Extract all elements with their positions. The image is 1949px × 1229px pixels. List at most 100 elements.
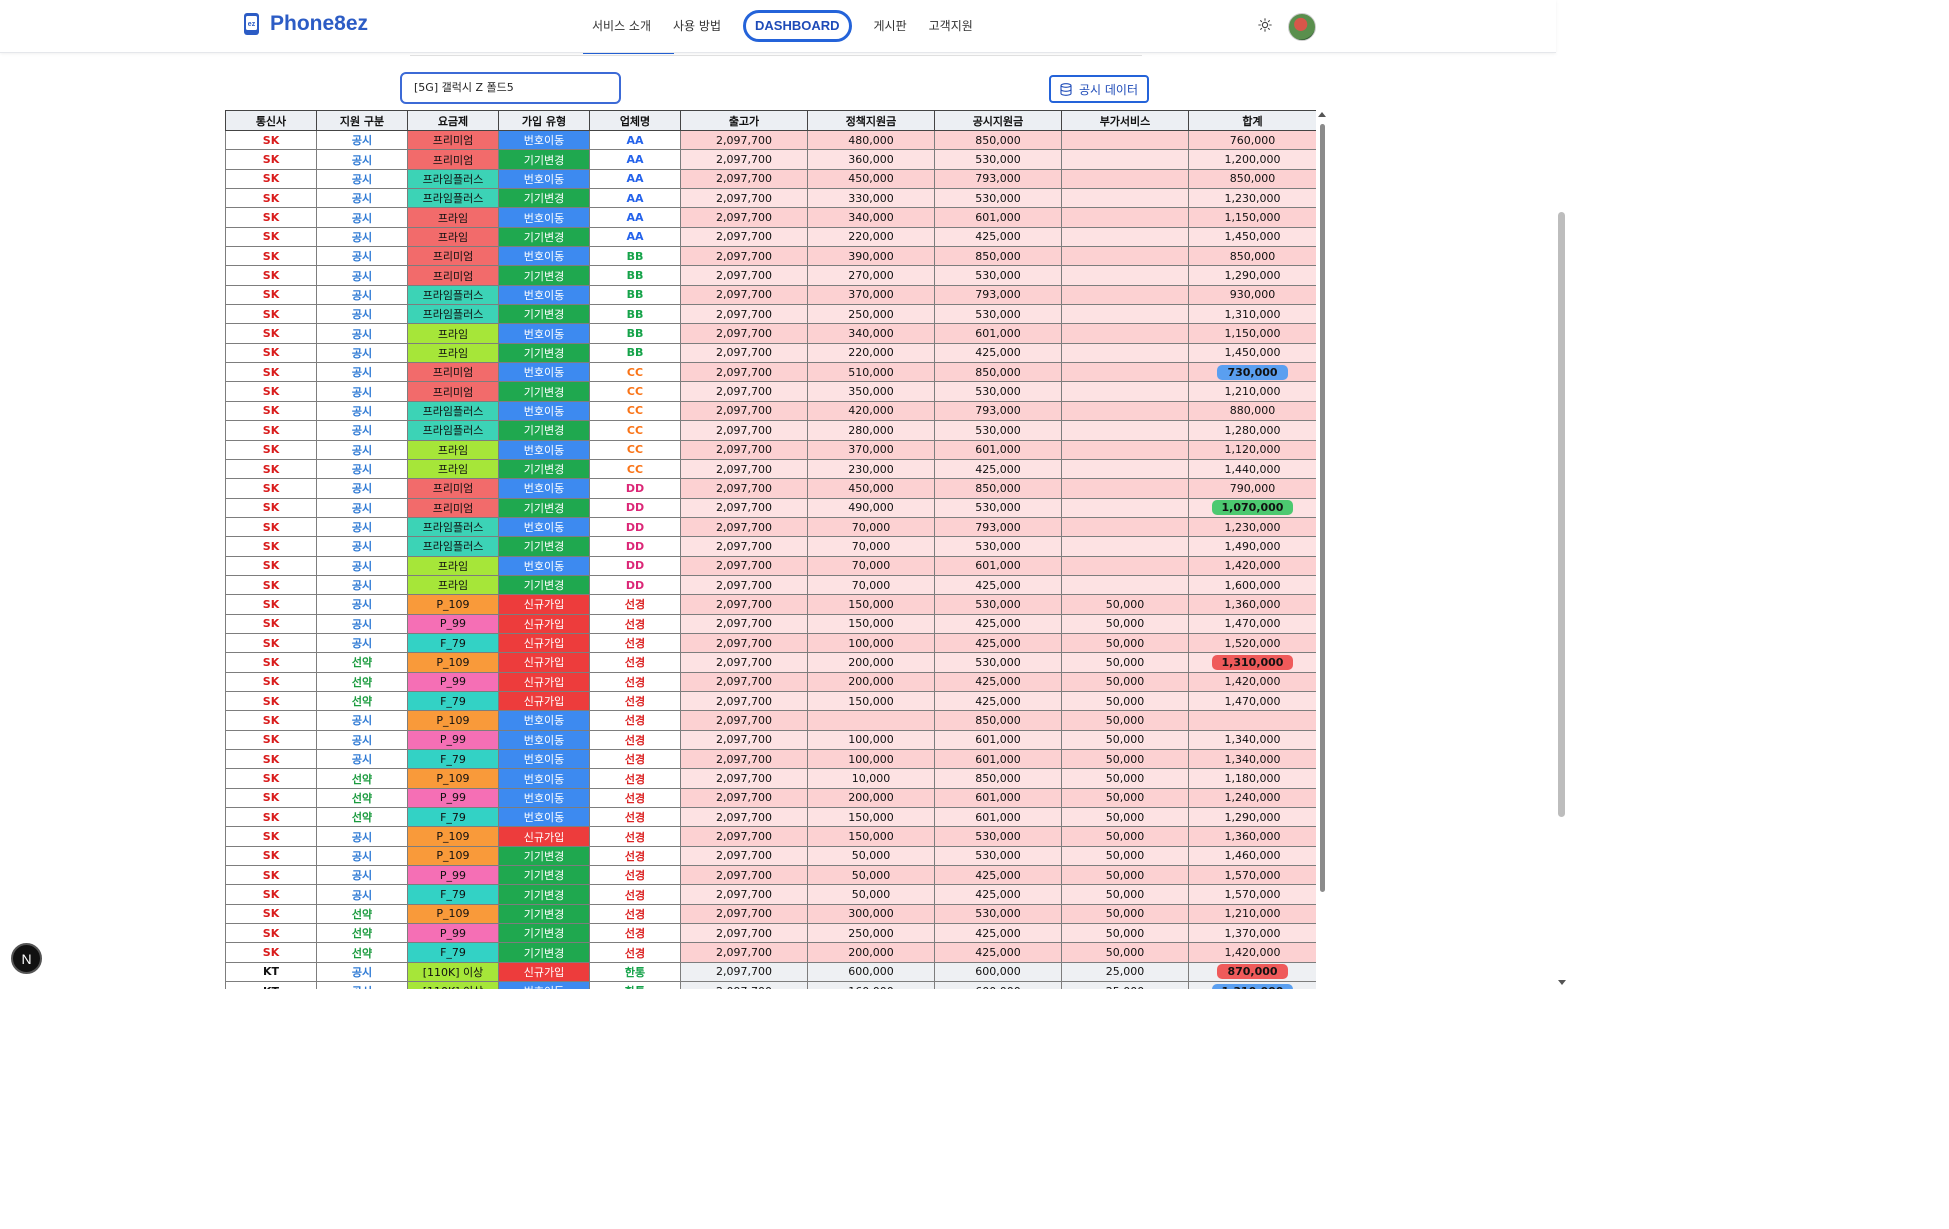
table-row[interactable]: SK 선약 P_99 신규가입 선경 2,097,700 200,000 425,000 50,… xyxy=(225,671,1316,692)
table-row[interactable]: SK 공시 프리미엄 기기변경 AA 2,097,700 360,000 530,000 1,2… xyxy=(225,149,1316,170)
table-row[interactable]: SK 공시 프라임플러스 기기변경 CC 2,097,700 280,000 530,000 1… xyxy=(225,420,1316,441)
plan-cell: 프라임플러스 xyxy=(407,536,499,557)
table-row[interactable]: SK 공시 프리미엄 기기변경 BB 2,097,700 270,000 530,000 1,2… xyxy=(225,265,1316,286)
nav-service-intro[interactable]: 서비스 소개 xyxy=(592,19,652,33)
table-row[interactable]: SK 선약 P_99 번호이동 선경 2,097,700 200,000 601,000 50,… xyxy=(225,787,1316,809)
vendor-cell: AA xyxy=(589,129,681,151)
column-header[interactable]: 지원 구분 xyxy=(316,110,408,131)
public-data-button[interactable]: 공시 데이터 xyxy=(1049,75,1149,103)
table-row[interactable]: SK 공시 P_99 기기변경 선경 2,097,700 50,000 425,000 50,0… xyxy=(225,865,1316,886)
join-type-cell: 번호이동 xyxy=(498,710,590,731)
table-row[interactable]: SK 선약 F_79 기기변경 선경 2,097,700 200,000 425,000 50,… xyxy=(225,942,1316,963)
table-row[interactable]: SK 선약 P_109 신규가입 선경 2,097,700 200,000 530,000 50… xyxy=(225,652,1316,673)
table-row[interactable]: SK 공시 프라임플러스 번호이동 CC 2,097,700 420,000 793,000 8… xyxy=(225,400,1316,422)
table-row[interactable]: SK 공시 프리미엄 번호이동 CC 2,097,700 510,000 850,000 730… xyxy=(225,362,1316,383)
carrier-cell: SK xyxy=(225,903,317,925)
table-row[interactable]: SK 공시 F_79 번호이동 선경 2,097,700 100,000 601,000 50,… xyxy=(225,748,1316,770)
table-row[interactable]: SK 공시 P_109 기기변경 선경 2,097,700 50,000 530,000 50,… xyxy=(225,845,1316,867)
column-header[interactable]: 출고가 xyxy=(680,110,808,131)
column-header[interactable]: 요금제 xyxy=(407,110,499,131)
total-cell: 1,570,000 xyxy=(1188,865,1316,886)
logo[interactable]: ez Phone8ez xyxy=(242,12,368,36)
table-row[interactable]: SK 선약 P_99 기기변경 선경 2,097,700 250,000 425,000 50,… xyxy=(225,923,1316,944)
release-price-cell: 2,097,700 xyxy=(680,981,808,989)
table-row[interactable]: SK 공시 P_99 신규가입 선경 2,097,700 150,000 425,000 50,… xyxy=(225,613,1316,634)
page-scrollbar-thumb[interactable] xyxy=(1558,212,1565,817)
table-row[interactable]: SK 선약 F_79 신규가입 선경 2,097,700 150,000 425,000 50,… xyxy=(225,690,1316,712)
nav-support[interactable]: 고객지원 xyxy=(928,19,973,33)
column-header[interactable]: 업체명 xyxy=(589,110,681,131)
table-row[interactable]: SK 공시 프라임 기기변경 BB 2,097,700 220,000 425,000 1,45… xyxy=(225,342,1316,364)
table-row[interactable]: SK 공시 프라임플러스 기기변경 DD 2,097,700 70,000 530,000 1,… xyxy=(225,536,1316,557)
avatar[interactable] xyxy=(1288,13,1316,41)
support-type-cell: 공시 xyxy=(316,265,408,286)
addon-service-cell xyxy=(1061,362,1189,383)
table-row[interactable]: SK 공시 프라임 번호이동 CC 2,097,700 370,000 601,000 1,12… xyxy=(225,439,1316,460)
vendor-cell: 선경 xyxy=(589,923,681,944)
nav-dashboard[interactable]: DASHBOARD xyxy=(743,10,852,42)
public-subsidy-cell: 530,000 xyxy=(934,149,1062,170)
table-row[interactable]: SK 선약 P_109 번호이동 선경 2,097,700 10,000 850,000 50,… xyxy=(225,768,1316,789)
table-row[interactable]: KT 공시 [110K] 이상 신규가입 한통 2,097,700 600,000 600,0… xyxy=(225,961,1316,983)
table-row[interactable]: SK 공시 프라임플러스 기기변경 AA 2,097,700 330,000 530,000 1… xyxy=(225,188,1316,209)
column-header[interactable]: 공시지원금 xyxy=(934,110,1062,131)
table-row[interactable]: SK 공시 프라임 기기변경 CC 2,097,700 230,000 425,000 1,44… xyxy=(225,458,1316,480)
plan-cell: 프라임 xyxy=(407,226,499,248)
column-header[interactable]: 정책지원금 xyxy=(807,110,935,131)
table-row[interactable]: SK 공시 프리미엄 기기변경 CC 2,097,700 350,000 530,000 1,2… xyxy=(225,381,1316,402)
support-type-cell: 공시 xyxy=(316,516,408,538)
total-cell: 1,120,000 xyxy=(1188,439,1316,460)
table-row[interactable]: SK 공시 F_79 기기변경 선경 2,097,700 50,000 425,000 50,0… xyxy=(225,884,1316,905)
public-subsidy-cell: 850,000 xyxy=(934,362,1062,383)
table-scrollbar-thumb[interactable] xyxy=(1320,124,1325,892)
nav-board[interactable]: 게시판 xyxy=(873,19,907,33)
nav-how-to-use[interactable]: 사용 방법 xyxy=(673,19,721,33)
table-row[interactable]: SK 공시 프라임플러스 번호이동 DD 2,097,700 70,000 793,000 1,… xyxy=(225,516,1316,538)
carrier-cell: SK xyxy=(225,381,317,402)
table-row[interactable]: SK 공시 프라임 번호이동 BB 2,097,700 340,000 601,000 1,15… xyxy=(225,323,1316,344)
column-header[interactable]: 가입 유형 xyxy=(498,110,590,131)
table-row[interactable]: SK 선약 F_79 번호이동 선경 2,097,700 150,000 601,000 50,… xyxy=(225,807,1316,828)
plan-cell: 프라임플러스 xyxy=(407,400,499,422)
vendor-cell: CC xyxy=(589,420,681,441)
price-table-container[interactable]: 통신사 지원 구분 요금제 가입 유형 업체명 출고가 정책지원금 공시지원금 … xyxy=(225,110,1316,989)
model-search-input[interactable]: [5G] 갤럭시 Z 폴드5 xyxy=(400,72,621,104)
table-row[interactable]: SK 공시 프리미엄 번호이동 BB 2,097,700 390,000 850,000 850… xyxy=(225,246,1316,267)
carrier-cell: SK xyxy=(225,574,317,596)
public-subsidy-cell: 601,000 xyxy=(934,807,1062,828)
table-row[interactable]: SK 공시 P_109 신규가입 선경 2,097,700 150,000 530,000 50… xyxy=(225,826,1316,847)
table-row[interactable]: SK 공시 프라임 기기변경 AA 2,097,700 220,000 425,000 1,45… xyxy=(225,226,1316,248)
table-row[interactable]: SK 공시 프라임 번호이동 AA 2,097,700 340,000 601,000 1,15… xyxy=(225,207,1316,228)
vendor-cell: DD xyxy=(589,555,681,576)
table-row[interactable]: SK 공시 프라임플러스 번호이동 AA 2,097,700 450,000 793,000 8… xyxy=(225,168,1316,190)
addon-service-cell xyxy=(1061,536,1189,557)
table-row[interactable]: SK 공시 프라임 번호이동 DD 2,097,700 70,000 601,000 1,420… xyxy=(225,555,1316,576)
table-row[interactable]: SK 공시 프라임플러스 번호이동 BB 2,097,700 370,000 793,000 9… xyxy=(225,284,1316,306)
table-row[interactable]: SK 공시 P_109 신규가입 선경 2,097,700 150,000 530,000 50… xyxy=(225,594,1316,615)
page-scroll-down-arrow[interactable] xyxy=(1558,980,1566,985)
table-row[interactable]: SK 공시 프리미엄 기기변경 DD 2,097,700 490,000 530,000 1,0… xyxy=(225,497,1316,518)
table-row[interactable]: SK 공시 프라임 기기변경 DD 2,097,700 70,000 425,000 1,600… xyxy=(225,574,1316,596)
table-row[interactable]: SK 공시 P_109 번호이동 선경 2,097,700 850,000 50,000 xyxy=(225,710,1316,731)
public-subsidy-cell: 850,000 xyxy=(934,129,1062,151)
vendor-cell: CC xyxy=(589,458,681,480)
release-price-cell: 2,097,700 xyxy=(680,265,808,286)
table-row[interactable]: SK 공시 F_79 신규가입 선경 2,097,700 100,000 425,000 50,… xyxy=(225,632,1316,654)
table-row[interactable]: SK 공시 P_99 번호이동 선경 2,097,700 100,000 601,000 50,… xyxy=(225,729,1316,751)
scroll-up-arrow[interactable] xyxy=(1318,112,1326,117)
next-dev-badge[interactable]: N xyxy=(11,943,42,974)
column-header[interactable]: 합계 xyxy=(1188,110,1316,131)
join-type-cell: 번호이동 xyxy=(498,129,590,151)
table-row[interactable]: SK 공시 프리미엄 번호이동 DD 2,097,700 450,000 850,000 790… xyxy=(225,478,1316,499)
sun-icon[interactable] xyxy=(1258,18,1272,32)
public-subsidy-cell: 530,000 xyxy=(934,497,1062,518)
table-row[interactable]: SK 선약 P_109 기기변경 선경 2,097,700 300,000 530,000 50… xyxy=(225,903,1316,925)
table-row[interactable]: SK 공시 프리미엄 번호이동 AA 2,097,700 480,000 850,000 760… xyxy=(225,129,1316,151)
policy-subsidy-cell: 330,000 xyxy=(807,188,935,209)
total-cell: 1,230,000 xyxy=(1188,188,1316,209)
column-header[interactable]: 통신사 xyxy=(225,110,317,131)
column-header[interactable]: 부가서비스 xyxy=(1061,110,1189,131)
support-type-cell: 공시 xyxy=(316,362,408,383)
table-row[interactable]: SK 공시 프라임플러스 기기변경 BB 2,097,700 250,000 530,000 1… xyxy=(225,304,1316,325)
